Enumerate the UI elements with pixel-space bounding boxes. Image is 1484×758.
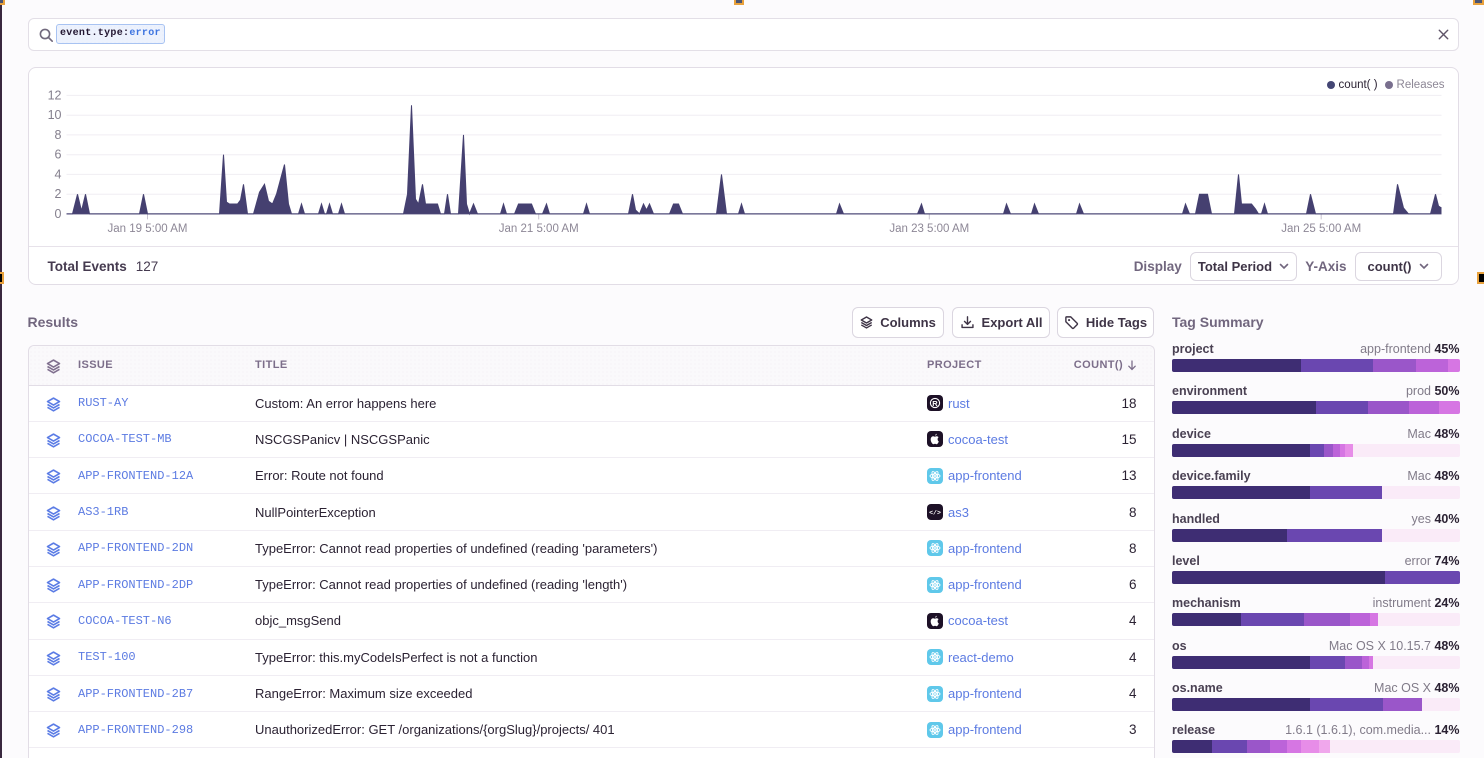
svg-text:12: 12: [47, 88, 61, 102]
svg-text:Jan 19 5:00 AM: Jan 19 5:00 AM: [107, 223, 187, 235]
svg-text:Jan 21 5:00 AM: Jan 21 5:00 AM: [498, 223, 578, 235]
svg-text:Jan 25 5:00 AM: Jan 25 5:00 AM: [1281, 223, 1361, 235]
svg-text:6: 6: [54, 147, 61, 161]
svg-text:R: R: [932, 399, 938, 408]
svg-text:0: 0: [54, 206, 61, 220]
svg-text:8: 8: [54, 127, 61, 141]
svg-text:</>: </>: [929, 510, 941, 517]
svg-text:Jan 23 5:00 AM: Jan 23 5:00 AM: [889, 223, 969, 235]
svg-text:2: 2: [54, 187, 61, 201]
svg-text:4: 4: [54, 167, 61, 181]
svg-text:10: 10: [47, 108, 61, 122]
